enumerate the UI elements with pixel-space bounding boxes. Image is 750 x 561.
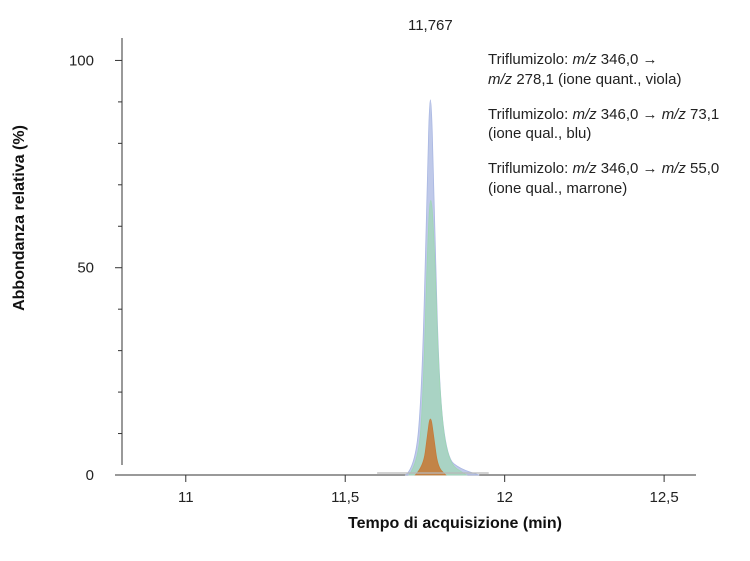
peak-label: 11,767	[408, 17, 453, 34]
series-trace-2	[414, 418, 447, 476]
x-tick-label: 11	[178, 489, 194, 506]
x-tick-label: 11,5	[331, 489, 359, 506]
x-axis-title: Tempo di acquisizione (min)	[348, 515, 562, 532]
traces	[377, 99, 489, 476]
x-tick-label: 12	[496, 489, 513, 506]
y-tick-label: 100	[69, 52, 94, 69]
x-tick-label: 12,5	[650, 489, 679, 506]
y-tick-label: 50	[77, 260, 94, 277]
y-axis-title: Abbondanza relativa (%)	[11, 125, 28, 311]
y-tick-label: 0	[86, 467, 94, 484]
legend: Triflumizolo: m/z 346,0 → m/z 278,1 (ion…	[488, 50, 750, 214]
ticks: 11 11,5 12 12,5 0 50 100	[69, 52, 679, 506]
legend-entry-qual-blu: Triflumizolo: m/z 346,0 → m/z 73,1 (ione…	[488, 105, 720, 143]
series-trace-1	[408, 199, 468, 476]
legend-entry-qual-marrone: Triflumizolo: m/z 346,0 → m/z 55,0 (ione…	[488, 160, 720, 197]
legend-entry-quant: Triflumizolo: m/z 346,0 → m/z 278,1 (ion…	[488, 51, 682, 88]
